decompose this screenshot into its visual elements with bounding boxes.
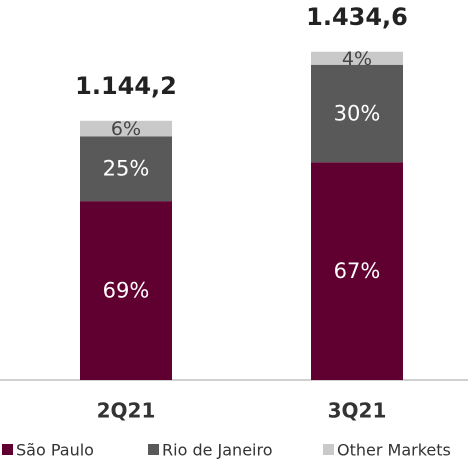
legend-label: São Paulo — [16, 441, 94, 459]
bar-segment — [80, 120, 172, 137]
bar-segment — [311, 51, 403, 65]
bar-segment — [80, 201, 172, 380]
legend-label: Rio de Janeiro — [162, 441, 273, 459]
x-tick-label: 3Q21 — [328, 399, 387, 423]
bar-segment — [311, 162, 403, 380]
legend-swatch — [148, 444, 159, 455]
bar-segment — [311, 64, 403, 163]
legend-label: Other Markets — [337, 441, 451, 459]
data-label: 6% — [111, 118, 141, 140]
total-label: 1.434,6 — [306, 3, 408, 31]
data-label: 30% — [334, 102, 381, 126]
data-label: 67% — [334, 259, 381, 283]
data-label: 69% — [103, 279, 150, 303]
legend-swatch — [2, 444, 13, 455]
data-label: 25% — [103, 157, 150, 181]
total-label: 1.144,2 — [75, 72, 177, 100]
data-label: 4% — [342, 48, 372, 70]
x-tick-label: 2Q21 — [97, 399, 156, 423]
legend-swatch — [323, 444, 334, 455]
bar-segment — [80, 136, 172, 202]
